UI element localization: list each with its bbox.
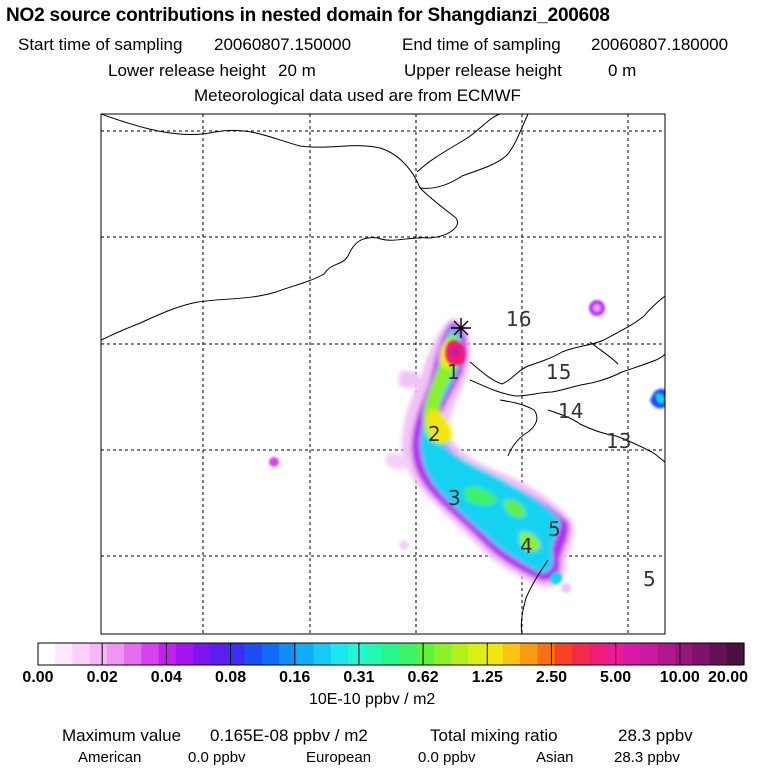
asian-label: Asian <box>536 749 574 766</box>
colorbar-cell <box>347 643 366 665</box>
max-value-label: Maximum value <box>62 726 182 745</box>
start-time-label: Start time of sampling <box>18 35 183 54</box>
colorbar-cell <box>451 643 470 665</box>
total-mixing-value: 28.3 ppbv <box>618 726 693 745</box>
max-value: 0.165E-08 ppbv / m2 <box>210 726 368 745</box>
colorbar-cell <box>141 643 160 665</box>
colorbar-cell <box>124 643 142 665</box>
european-value: 0.0 ppbv <box>418 749 476 766</box>
colorbar-tick-label: 0.31 <box>343 669 375 686</box>
colorbar-cell <box>520 643 538 665</box>
time-label: 5 <box>643 567 656 591</box>
time-label: 14 <box>558 399 583 423</box>
colorbar-cell <box>692 643 711 665</box>
colorbar-cell <box>657 643 676 665</box>
colorbar-cell <box>399 643 418 665</box>
colorbar-cell <box>623 643 642 665</box>
colorbar-cell <box>72 643 91 665</box>
colorbar-tick-label: 0.16 <box>279 669 311 686</box>
trajectory-label: 1 <box>447 360 460 384</box>
european-label: European <box>306 749 372 766</box>
colorbar-cell <box>709 643 728 665</box>
colorbar-tick-label: 0.08 <box>214 669 247 686</box>
trajectory-label: 3 <box>448 486 461 510</box>
colorbar-units: 10E-10 ppbv / m2 <box>309 691 436 708</box>
colorbar-cell <box>589 643 607 665</box>
colorbar-cell <box>502 643 521 665</box>
colorbar-cell <box>210 643 229 665</box>
coastline <box>101 114 665 634</box>
colorbar-tick-label: 0.00 <box>22 669 54 686</box>
colorbar-tick-label: 20.00 <box>707 669 749 686</box>
colorbar-cell <box>571 643 590 665</box>
meteorological-source: Meteorological data used are from ECMWF <box>194 86 521 105</box>
colorbar-tick-label: 0.04 <box>150 669 182 686</box>
colorbar-cell <box>244 643 263 665</box>
colorbar-cell <box>434 643 452 665</box>
colorbar-cell <box>296 643 315 665</box>
colorbar-cell <box>106 643 125 665</box>
upper-release-label: Upper release height <box>404 61 562 80</box>
colorbar-cell <box>313 643 332 665</box>
colorbar-cell <box>675 643 693 665</box>
colorbar-cell <box>38 643 56 665</box>
colorbar-tick-label: 2.50 <box>535 669 568 686</box>
end-time-value: 20060807.180000 <box>591 35 729 54</box>
time-label: 15 <box>546 360 571 384</box>
colorbar-cell <box>726 643 745 665</box>
colorbar-cell <box>330 643 349 665</box>
colorbar-cell <box>261 643 280 665</box>
start-time-value: 20060807.150000 <box>214 35 352 54</box>
lower-release-label: Lower release height <box>108 61 266 80</box>
colorbar-cell <box>468 643 487 665</box>
colorbar-cell <box>365 643 383 665</box>
colorbar-frame <box>37 642 745 666</box>
colorbar-cell <box>227 643 246 665</box>
colorbar-tick-label: 1.25 <box>471 669 503 686</box>
colorbar-cell <box>192 643 211 665</box>
asterisk-icon <box>451 318 471 338</box>
colorbar-cell <box>537 643 556 665</box>
time-label: 13 <box>606 429 631 453</box>
colorbar-cell <box>279 643 297 665</box>
plot-title: NO2 source contributions in nested domai… <box>6 5 610 26</box>
colorbar-cell <box>175 643 194 665</box>
total-mixing-label: Total mixing ratio <box>430 726 558 745</box>
colorbar-tick-label: 10.00 <box>659 669 700 686</box>
trajectory-label: 2 <box>428 422 441 446</box>
colorbar-cell <box>416 643 435 665</box>
trajectory-label: 5 <box>548 517 561 541</box>
colorbar-cell <box>89 643 108 665</box>
lower-release-value: 20 m <box>278 61 316 80</box>
colorbar-tick-label: 5.00 <box>600 669 632 686</box>
colorbar-cell <box>382 643 401 665</box>
american-label: American <box>78 749 142 766</box>
colorbar-cell <box>485 643 504 665</box>
colorbar-cell <box>55 643 74 665</box>
colorbar-tick-label: 0.62 <box>407 669 439 686</box>
concentration-plume <box>269 300 665 593</box>
colorbar-cells <box>38 643 745 665</box>
upper-release-value: 0 m <box>608 61 637 80</box>
colorbar-tick-label: 0.02 <box>86 669 118 686</box>
american-value: 0.0 ppbv <box>188 749 246 766</box>
trajectory-label: 4 <box>520 534 533 558</box>
colorbar-cell <box>554 643 573 665</box>
colorbar-cell <box>640 643 659 665</box>
map-frame <box>100 113 666 635</box>
asian-value: 28.3 ppbv <box>614 749 680 766</box>
end-time-label: End time of sampling <box>402 35 561 54</box>
colorbar-cell <box>158 643 177 665</box>
time-label: 16 <box>506 307 531 331</box>
